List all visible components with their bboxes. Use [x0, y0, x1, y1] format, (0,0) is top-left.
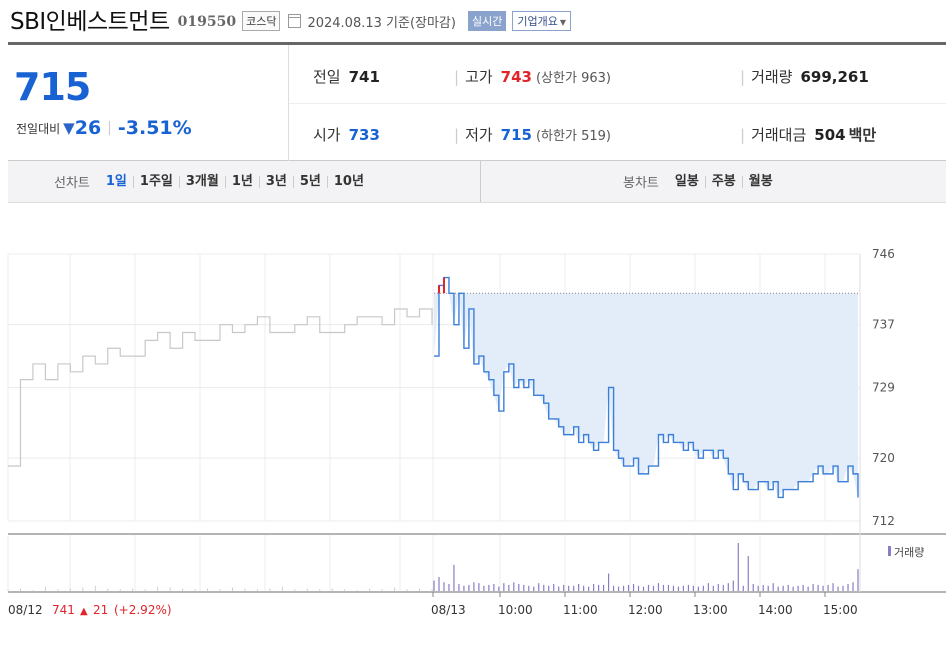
candle-chart-periods: 봉차트 일봉 주봉 월봉	[481, 161, 946, 202]
stock-header: SBI인베스트먼트 019550 코스닥 2024.08.13 기준(장마감) …	[10, 4, 946, 35]
period-5y[interactable]: 5년	[292, 175, 327, 188]
amount-unit: 백만	[848, 126, 877, 144]
price-box: 715 전일대비 ▼ 26 | -3.51%	[8, 45, 289, 161]
chevron-down-icon: ▼	[559, 17, 566, 27]
period-10y[interactable]: 10년	[326, 175, 370, 188]
change-percent: -3.51%	[117, 117, 192, 139]
series-prev-day-line	[8, 308, 433, 467]
calendar-icon	[288, 14, 302, 28]
corp-overview-label: 기업개요	[517, 14, 558, 28]
candle-monthly[interactable]: 월봉	[741, 175, 779, 188]
stock-code: 019550	[177, 13, 237, 30]
lower-limit: (하한가 519)	[536, 129, 611, 144]
x-tick-label: 15:00	[823, 603, 858, 617]
open-cell: 시가 733	[313, 124, 380, 145]
divider: |	[454, 126, 460, 144]
x-tick-label: 12:00	[628, 603, 663, 617]
high-label: 고가	[465, 68, 493, 86]
period-3y[interactable]: 3년	[258, 175, 293, 188]
low-label: 저가	[465, 126, 493, 144]
change-label: 전일대비	[16, 121, 61, 136]
series-today-line	[434, 276, 859, 499]
above-reference-segment	[437, 277, 445, 294]
change-value: 26	[74, 117, 102, 139]
lower-limit-label: (하한가	[535, 129, 577, 144]
date-info: 2024.08.13 기준(장마감)	[307, 15, 456, 31]
current-price: 715	[14, 65, 91, 109]
x-tick-label: 10:00	[498, 603, 533, 617]
candle-chart-label: 봉차트	[623, 176, 659, 191]
quote-summary: 715 전일대비 ▼ 26 | -3.51% 전일 741 | 고가 743 (상한가 …	[8, 42, 946, 161]
amount-label: 거래대금	[751, 126, 807, 144]
volume-label: 거래량	[751, 68, 793, 86]
volume-legend-label: 거래량	[894, 546, 924, 559]
realtime-button[interactable]: 실시간	[467, 10, 507, 31]
prev-day-close: 741	[52, 603, 75, 617]
divider: |	[107, 120, 112, 136]
period-3m[interactable]: 3개월	[178, 175, 225, 188]
prev-close-label: 전일	[313, 68, 341, 86]
period-bar: 선차트 1일 1주일 3개월 1년 3년 5년 10년 봉차트 일봉 주봉 월봉	[8, 161, 946, 203]
open-label: 시가	[313, 126, 341, 144]
prev-day-change: 21	[93, 603, 108, 617]
divider: |	[740, 68, 746, 86]
x-tick-label: 11:00	[563, 603, 598, 617]
volume-cell: | 거래량 699,261	[740, 66, 869, 87]
volume-legend-swatch	[888, 546, 891, 556]
line-chart-label: 선차트	[54, 176, 90, 191]
y-tick-label: 737	[872, 318, 895, 332]
candle-daily[interactable]: 일봉	[674, 173, 699, 189]
prev-close-value: 741	[348, 68, 380, 86]
candle-weekly[interactable]: 주봉	[704, 175, 742, 188]
low-value: 715	[500, 126, 532, 144]
row-divider	[289, 103, 946, 104]
y-tick-label: 720	[872, 451, 895, 465]
divider: |	[740, 126, 746, 144]
market-badge: 코스닥	[242, 10, 281, 31]
change-row: 전일대비 ▼ 26 | -3.51%	[16, 117, 192, 139]
period-1y[interactable]: 1년	[224, 175, 259, 188]
x-tick-label: 14:00	[758, 603, 793, 617]
high-cell: | 고가 743 (상한가 963)	[454, 66, 611, 87]
corp-overview-button[interactable]: 기업개요 ▼	[512, 10, 571, 31]
x-tick-label: 08/13	[431, 603, 466, 617]
divider: |	[454, 68, 460, 86]
prev-day-date: 08/12	[8, 603, 43, 617]
amount-value: 504	[814, 126, 846, 144]
company-name[interactable]: SBI인베스트먼트	[10, 9, 170, 35]
line-chart-periods: 선차트 1일 1주일 3개월 1년 3년 5년 10년	[8, 161, 481, 202]
down-triangle-icon: ▼	[63, 119, 75, 137]
volume-value: 699,261	[800, 68, 869, 86]
up-triangle-icon: ▲	[80, 606, 88, 617]
below-reference-fill	[434, 293, 858, 498]
amount-cell: | 거래대금 504 백만	[740, 124, 876, 145]
prev-close-cell: 전일 741	[313, 66, 380, 87]
upper-limit-value: 963)	[581, 71, 611, 86]
lower-limit-value: 519)	[581, 129, 611, 144]
open-value: 733	[348, 126, 380, 144]
upper-limit-label: (상한가	[535, 71, 577, 86]
upper-limit: (상한가 963)	[536, 71, 611, 86]
y-tick-label: 712	[872, 514, 895, 528]
period-1d[interactable]: 1일	[105, 173, 127, 189]
prev-day-change-pct: (+2.92%)	[114, 603, 172, 617]
x-tick-label: 13:00	[693, 603, 728, 617]
period-1w[interactable]: 1주일	[132, 175, 179, 188]
high-value: 743	[500, 68, 532, 86]
y-tick-label: 746	[872, 247, 895, 261]
low-cell: | 저가 715 (하한가 519)	[454, 124, 611, 145]
y-tick-label: 729	[872, 381, 895, 395]
